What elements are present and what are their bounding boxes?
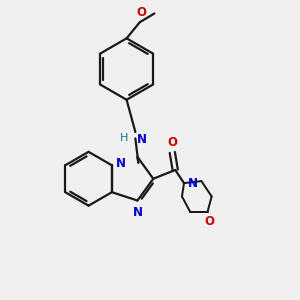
Text: O: O xyxy=(167,136,177,149)
Text: H: H xyxy=(120,134,128,143)
Text: O: O xyxy=(204,215,214,228)
Text: N: N xyxy=(133,206,142,219)
Text: N: N xyxy=(137,134,147,146)
Text: O: O xyxy=(136,6,146,19)
Text: N: N xyxy=(116,157,125,170)
Text: N: N xyxy=(188,177,197,190)
